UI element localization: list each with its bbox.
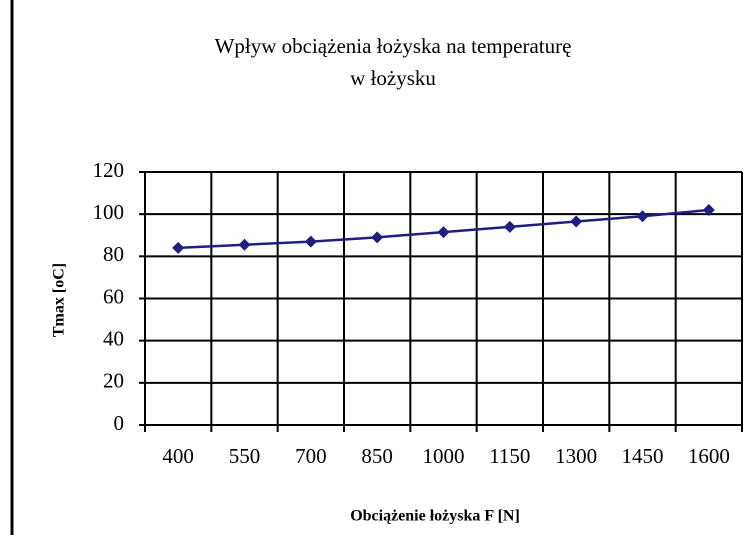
x-tick-label: 1300 [555,444,597,468]
y-tick-label: 60 [103,284,124,308]
y-tick-label: 120 [93,158,125,182]
x-tick-label: 1600 [688,444,730,468]
y-tick-label: 40 [103,326,124,350]
marker [636,210,649,223]
y-axis-label: Tmax [oC] [51,263,68,337]
x-tick-label: 400 [162,444,194,468]
marker [304,235,317,248]
x-tick-label: 1450 [622,444,664,468]
y-tick-label: 100 [93,200,125,224]
marker [702,203,715,216]
marker [172,241,185,254]
x-tick-label: 700 [295,444,327,468]
y-tick-label: 0 [114,411,125,435]
y-tick-label: 80 [103,242,124,266]
marker [570,215,583,228]
x-tick-label: 850 [361,444,393,468]
marker [503,220,516,233]
x-axis-label: Obciążenie łożyska F [N] [350,508,520,525]
chart-title: w łożysku [350,66,436,90]
y-tick-label: 20 [103,369,124,393]
marker [437,226,450,239]
marker [371,231,384,244]
marker [238,238,251,251]
chart-title: Wpływ obciążenia łożyska na temperaturę [215,34,572,58]
x-tick-label: 1000 [423,444,465,468]
x-tick-label: 550 [229,444,261,468]
x-tick-label: 1150 [489,444,530,468]
